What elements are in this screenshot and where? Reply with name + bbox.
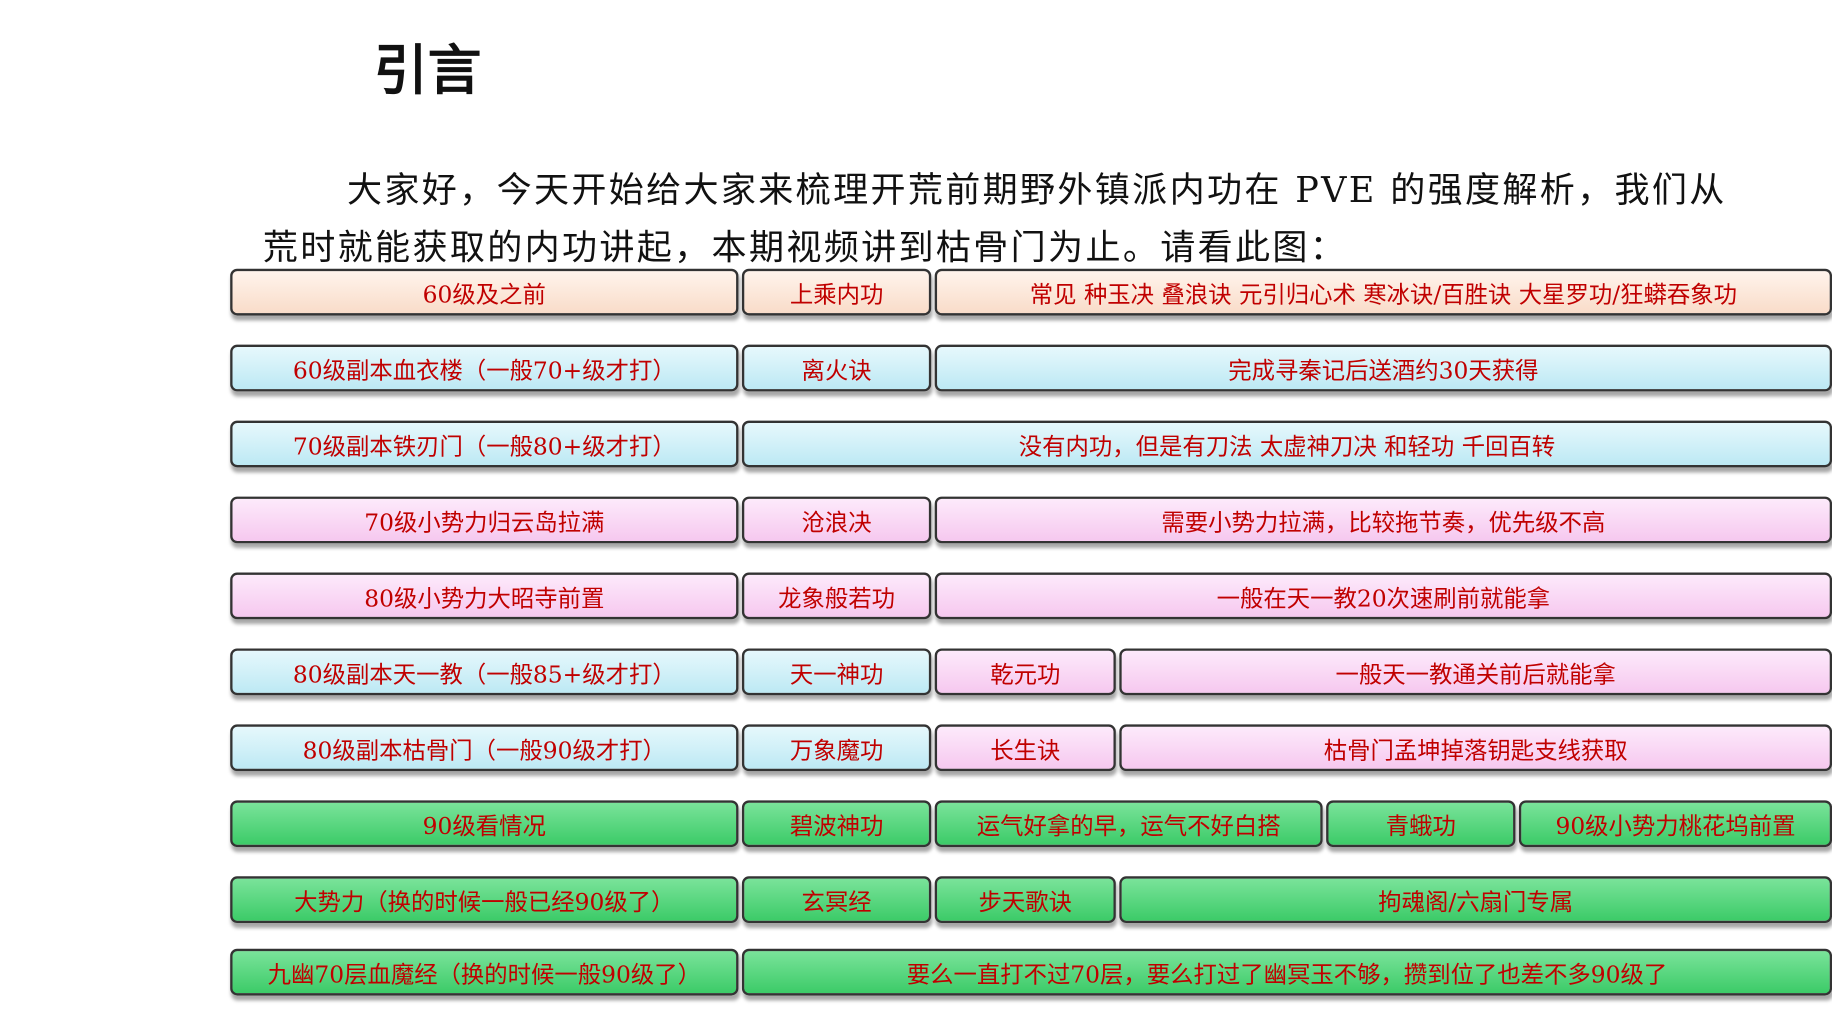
table-cell: 天一神功 [741,648,932,696]
table-cell: 常见 种玉决 叠浪诀 元引归心术 寒冰诀/百胜诀 大星罗功/狂蟒吞象功 [934,268,1832,316]
table-cell: 离火诀 [741,344,932,392]
table-cell: 长生诀 [934,724,1116,772]
table-cell: 一般在天一教20次速刷前就能拿 [934,572,1832,620]
intro-line: 荒时就能获取的内功讲起，本期视频讲到枯骨门为止。请看此图： [262,227,1348,269]
table-cell: 乾元功 [934,648,1116,696]
table-cell: 九幽70层血魔经（换的时候一般90级了） [230,948,739,996]
table-cell: 80级副本天一教（一般85+级才打） [230,648,739,696]
table-cell: 没有内功，但是有刀法 太虚神刀决 和轻功 千回百转 [741,420,1832,468]
table-cell: 拘魂阁/六扇门专属 [1119,876,1832,924]
table-cell: 玄冥经 [741,876,932,924]
table-cell: 青蛾功 [1326,800,1516,848]
table-cell: 需要小势力拉满，比较拖节奏，优先级不高 [934,496,1832,544]
table-cell: 碧波神功 [741,800,932,848]
table-cell: 大势力（换的时候一般已经90级了） [230,876,739,924]
table-cell: 龙象般若功 [741,572,932,620]
table-cell: 60级副本血衣楼（一般70+级才打） [230,344,739,392]
table-cell: 上乘内功 [741,268,932,316]
title: 引言 [373,38,482,102]
table-cell: 运气好拿的早，运气不好白搭 [934,800,1323,848]
table-cell: 90级看情况 [230,800,739,848]
table-cell: 一般天一教通关前后就能拿 [1119,648,1832,696]
table-cell: 要么一直打不过70层，要么打过了幽冥玉不够，攒到位了也差不多90级了 [741,948,1832,996]
table-cell: 90级小势力桃花坞前置 [1518,800,1832,848]
table-cell: 60级及之前 [230,268,739,316]
table-cell: 万象魔功 [741,724,932,772]
table-cell: 步天歌诀 [934,876,1116,924]
table-cell: 70级小势力归云岛拉满 [230,496,739,544]
table-cell: 枯骨门孟坤掉落钥匙支线获取 [1119,724,1832,772]
table-cell: 完成寻秦记后送酒约30天获得 [934,344,1832,392]
table-cell: 80级副本枯骨门（一般90级才打） [230,724,739,772]
table-cell: 80级小势力大昭寺前置 [230,572,739,620]
table-cell: 70级副本铁刃门（一般80+级才打） [230,420,739,468]
intro-line: 大家好，今天开始给大家来梳理开荒前期野外镇派内功在 PVE 的强度解析，我们从 [347,170,1727,212]
table-cell: 沧浪决 [741,496,932,544]
